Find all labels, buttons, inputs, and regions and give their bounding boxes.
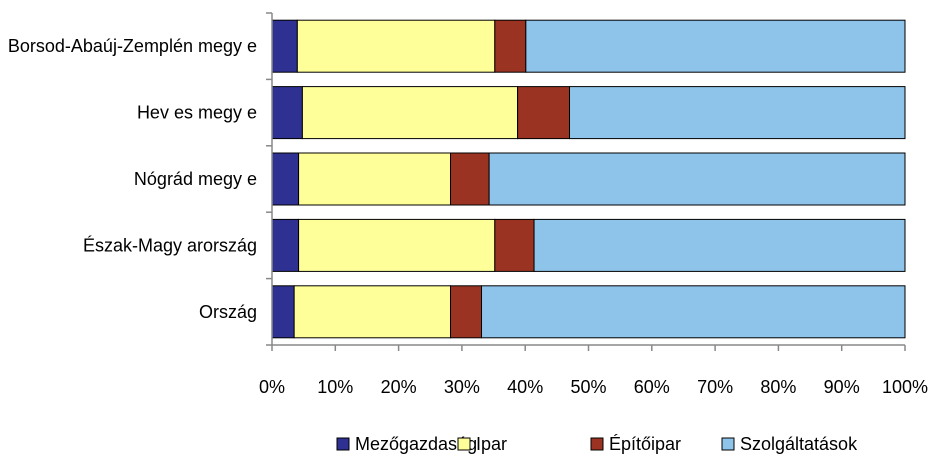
legend-swatch bbox=[721, 437, 735, 451]
bars-layer bbox=[271, 19, 906, 339]
x-tick-label: 70% bbox=[697, 377, 733, 397]
bar-segment bbox=[450, 285, 483, 339]
legend-swatch bbox=[590, 437, 604, 451]
legend-label: Ipar bbox=[476, 434, 507, 454]
x-tick-label: 0% bbox=[259, 377, 285, 397]
category-label: Borsod-Abaúj-Zemplén megy e bbox=[8, 36, 257, 56]
category-label: Hev es megy e bbox=[137, 103, 257, 123]
legend-swatch bbox=[336, 437, 350, 451]
bar-segment bbox=[481, 285, 906, 339]
bar-segment bbox=[569, 86, 906, 140]
x-tick-label: 90% bbox=[824, 377, 860, 397]
bar-segment bbox=[301, 86, 519, 140]
x-tick-labels: 0% 10% 20% 30% 40% 50% 60% 70% 80% 90% 100% bbox=[259, 377, 928, 397]
axes-layer bbox=[266, 12, 906, 351]
bar-segment bbox=[533, 218, 906, 272]
category-labels: Borsod-Abaúj-Zemplén megy e Hev es megy e… bbox=[8, 36, 257, 322]
x-tick-label: 60% bbox=[634, 377, 670, 397]
bar-segment bbox=[271, 152, 300, 206]
x-tick-label: 100% bbox=[882, 377, 928, 397]
bar-segment bbox=[488, 152, 906, 206]
bar-segment bbox=[293, 285, 452, 339]
category-label: Nógrád megy e bbox=[134, 169, 257, 189]
bar-segment bbox=[494, 19, 527, 73]
bar-segment bbox=[271, 19, 298, 73]
bar-segment bbox=[450, 152, 490, 206]
bar-segment bbox=[298, 218, 496, 272]
x-tick-label: 20% bbox=[381, 377, 417, 397]
x-tick-label: 40% bbox=[507, 377, 543, 397]
x-tick-label: 10% bbox=[317, 377, 353, 397]
bar-segment bbox=[298, 152, 452, 206]
x-tick-label: 50% bbox=[570, 377, 606, 397]
bar-segment bbox=[517, 86, 571, 140]
bar-segment bbox=[494, 218, 535, 272]
legend-swatch bbox=[457, 437, 471, 451]
legend-label: Építőipar bbox=[609, 434, 681, 454]
bar-segment bbox=[271, 218, 300, 272]
bar-segment bbox=[271, 285, 295, 339]
category-label: Ország bbox=[199, 302, 257, 322]
bar-segment bbox=[296, 19, 496, 73]
x-tick-label: 80% bbox=[760, 377, 796, 397]
category-label: Észak-Magy arország bbox=[83, 235, 257, 255]
bar-segment bbox=[271, 86, 303, 140]
x-tick-label: 30% bbox=[444, 377, 480, 397]
bar-segment bbox=[525, 19, 906, 73]
legend-label: Szolgáltatások bbox=[740, 434, 858, 454]
legend-label: Mezőgazdaság bbox=[355, 434, 477, 454]
